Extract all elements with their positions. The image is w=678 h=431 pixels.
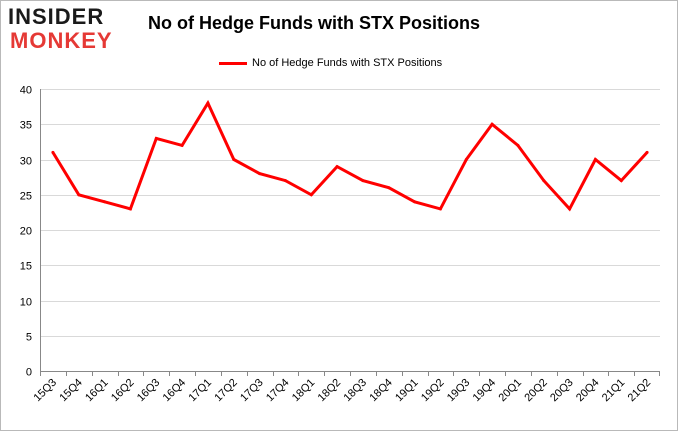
data-point: [516, 143, 520, 147]
data-point: [619, 179, 623, 183]
x-tick-label: 17Q4: [264, 377, 292, 405]
x-tick-label: 15Q3: [32, 377, 60, 405]
data-point: [206, 101, 210, 105]
chart-title: No of Hedge Funds with STX Positions: [148, 13, 480, 33]
x-tick-label: 16Q1: [83, 377, 111, 405]
x-tick-label: 16Q3: [135, 377, 163, 405]
y-tick-label: 10: [20, 297, 32, 309]
data-point: [103, 200, 107, 204]
x-tick-label: 18Q1: [290, 377, 318, 405]
y-tick-label: 25: [20, 191, 32, 203]
data-point: [568, 207, 572, 211]
x-tick-label: 20Q2: [522, 377, 550, 405]
data-point: [542, 179, 546, 183]
data-point: [464, 158, 468, 161]
data-point: [413, 200, 417, 204]
data-point: [490, 122, 494, 126]
insider-monkey-logo: INSIDER MONKEY: [8, 4, 128, 54]
logo-line-1: INSIDER: [8, 4, 105, 29]
data-point: [154, 136, 158, 140]
x-tick-label: 17Q3: [238, 377, 266, 405]
x-tick-label: 20Q4: [574, 377, 602, 405]
y-tick-label: 35: [20, 120, 32, 132]
x-tick-label: 15Q4: [57, 377, 85, 405]
data-point: [283, 179, 287, 183]
x-tick-label: 19Q3: [445, 377, 473, 405]
data-point: [232, 158, 236, 161]
data-point: [593, 158, 597, 161]
data-point: [180, 143, 184, 147]
y-tick-label: 15: [20, 261, 32, 273]
x-tick-label: 20Q1: [497, 377, 525, 405]
legend-swatch: [219, 61, 247, 65]
data-point: [77, 193, 81, 197]
y-tick-label: 30: [20, 156, 32, 168]
data-point: [258, 172, 262, 176]
logo-line-2: MONKEY: [10, 28, 113, 53]
x-tick-label: 21Q2: [626, 377, 654, 405]
series-line: [51, 99, 649, 212]
legend-label: No of Hedge Funds with STX Positions: [252, 57, 443, 69]
x-tick-label: 21Q1: [600, 377, 628, 405]
y-tick-label: 0: [26, 367, 32, 379]
data-point: [361, 179, 365, 183]
data-point: [51, 150, 55, 154]
data-point: [335, 165, 339, 169]
y-tick-label: 40: [20, 85, 32, 97]
y-tick-label: 5: [26, 332, 32, 344]
data-point: [387, 186, 391, 190]
data-point: [645, 150, 649, 154]
x-tick-label: 18Q4: [367, 377, 395, 405]
x-tick-label: 19Q1: [393, 377, 421, 405]
data-point: [309, 193, 313, 197]
x-tick-label: 17Q1: [187, 377, 215, 405]
data-point: [128, 207, 132, 211]
x-tick-label: 16Q4: [161, 377, 189, 405]
x-tick-label: 18Q2: [316, 377, 344, 405]
x-tick-label: 19Q2: [419, 377, 447, 405]
y-tick-label: 20: [20, 226, 32, 238]
data-point: [438, 207, 442, 211]
x-tick-label: 17Q2: [212, 377, 240, 405]
chart-legend: No of Hedge Funds with STX Positions: [219, 56, 442, 70]
x-tick-label: 16Q2: [109, 377, 137, 405]
x-tick-label: 19Q4: [471, 377, 499, 405]
x-tick-label: 20Q3: [548, 377, 576, 405]
x-tick-label: 18Q3: [342, 377, 370, 405]
